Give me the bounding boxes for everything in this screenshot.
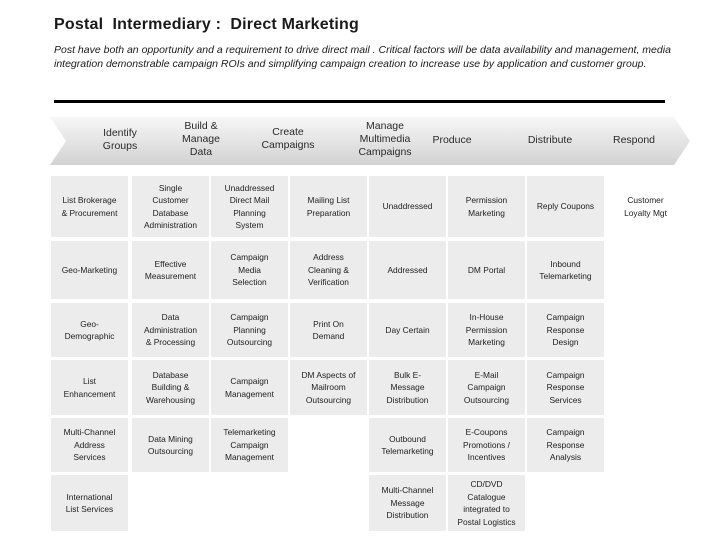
activity-cell: Inbound Telemarketing [527, 241, 604, 299]
activity-cell: Mailing List Preparation [290, 176, 367, 237]
activity-cell: List Brokerage & Procurement [51, 176, 128, 237]
activity-cell: CD/DVD Catalogue integrated to Postal Lo… [448, 475, 525, 531]
activity-cell: List Enhancement [51, 360, 128, 415]
activity-cell: Multi-Channel Message Distribution [369, 475, 446, 531]
activity-cell: Campaign Management [211, 360, 288, 415]
stage-header: Build & Manage Data [182, 120, 220, 158]
activity-cell: Data Mining Outsourcing [132, 418, 209, 472]
activity-cell: In-House Permission Marketing [448, 303, 525, 357]
stage-header: Respond [612, 134, 656, 146]
activity-cell: Multi-Channel Address Services [51, 418, 128, 472]
activity-cell: DM Portal [448, 241, 525, 299]
page-subtitle: Post have both an opportunity and a requ… [54, 44, 671, 70]
stage-header: Distribute [527, 134, 573, 146]
divider-rule [54, 100, 665, 103]
activity-cell: Campaign Response Services [527, 360, 604, 415]
activity-cell: Telemarketing Campaign Management [211, 418, 288, 472]
activity-cell: Day Certain [369, 303, 446, 357]
activity-cell: E-Mail Campaign Outsourcing [448, 360, 525, 415]
activity-cell: Unaddressed Direct Mail Planning System [211, 176, 288, 237]
stage-header: Identify Groups [102, 127, 138, 152]
activity-cell: Data Administration & Processing [132, 303, 209, 357]
value-chain-arrow [50, 117, 690, 165]
activity-cell: Print On Demand [290, 303, 367, 357]
activity-cell: Campaign Response Analysis [527, 418, 604, 472]
activity-cell: Campaign Planning Outsourcing [211, 303, 288, 357]
activity-cell: Addressed [369, 241, 446, 299]
activity-cell: Campaign Response Design [527, 303, 604, 357]
activity-cell: Database Building & Warehousing [132, 360, 209, 415]
activity-cell: Effective Measurement [132, 241, 209, 299]
activity-cell: E-Coupons Promotions / Incentives [448, 418, 525, 472]
activity-cell: International List Services [51, 475, 128, 531]
activity-cell: Permission Marketing [448, 176, 525, 237]
activity-cell: DM Aspects of Mailroom Outsourcing [290, 360, 367, 415]
activity-cell: Single Customer Database Administration [132, 176, 209, 237]
activity-cell: Customer Loyalty Mgt [607, 176, 684, 237]
stage-header: Produce [432, 134, 472, 146]
activity-cell: Outbound Telemarketing [369, 418, 446, 472]
activity-cell: Geo-Marketing [51, 241, 128, 299]
stage-header: Manage Multimedia Campaigns [358, 120, 412, 158]
activity-cell: Geo- Demographic [51, 303, 128, 357]
page-title: Postal Intermediary : Direct Marketing [54, 16, 359, 33]
activity-cell: Unaddressed [369, 176, 446, 237]
activity-cell: Reply Coupons [527, 176, 604, 237]
activity-cell: Address Cleaning & Verification [290, 241, 367, 299]
activity-cell: Bulk E- Message Distribution [369, 360, 446, 415]
stage-header: Create Campaigns [261, 126, 315, 151]
activity-cell: Campaign Media Selection [211, 241, 288, 299]
